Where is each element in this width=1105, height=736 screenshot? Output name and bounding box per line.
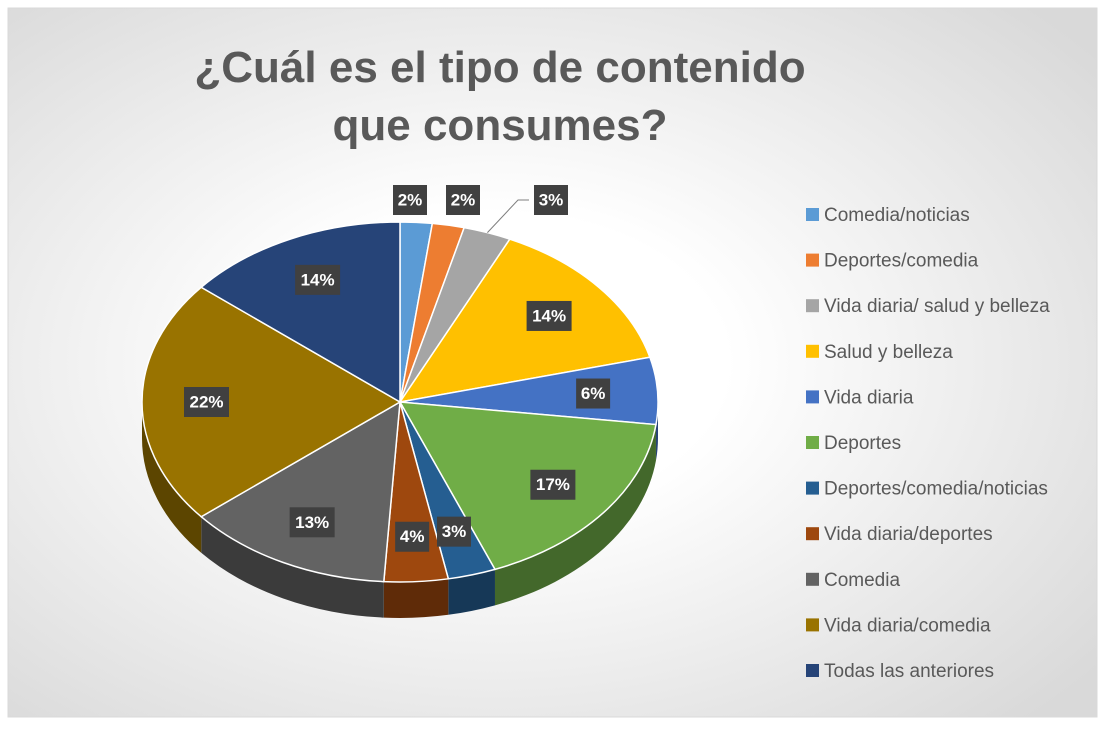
legend-swatch	[806, 208, 819, 221]
slice-side	[448, 569, 495, 615]
chart-title: ¿Cuál es el tipo de contenido que consume…	[194, 43, 805, 150]
legend-label: Comedia/noticias	[824, 205, 970, 226]
legend-swatch	[806, 344, 819, 358]
slice	[398, 401, 657, 571]
data-label-box	[395, 521, 430, 552]
data-label-box	[526, 300, 572, 331]
data-label: 3%	[442, 522, 467, 541]
data-label-box	[534, 185, 568, 215]
data-label: 14%	[301, 270, 335, 289]
data-label: 4%	[400, 527, 425, 546]
legend-swatch	[806, 618, 819, 632]
legend-label: Vida diaria/deportes	[824, 524, 993, 545]
legend-swatch	[806, 253, 819, 267]
data-label: 22%	[189, 392, 223, 411]
legend-label: Vida diaria/ salud y belleza	[824, 296, 1050, 317]
legend-swatch	[806, 481, 819, 495]
data-label: 3%	[539, 190, 564, 209]
legend-swatch	[806, 299, 819, 313]
slice-side	[201, 516, 384, 618]
data-label: 2%	[398, 190, 423, 209]
data-label-box	[184, 387, 229, 417]
data-label: 17%	[536, 475, 570, 494]
data-label-box	[289, 507, 335, 538]
slice	[199, 400, 401, 583]
legend-label: Deportes/comedia/noticias	[824, 479, 1048, 500]
data-label: 14%	[532, 306, 566, 325]
slice	[199, 221, 401, 404]
data-label-box	[576, 378, 611, 409]
slice-side	[494, 424, 656, 606]
slice-side	[142, 402, 202, 553]
legend-label: Vida diaria/comedia	[824, 615, 991, 636]
legend-label: Comedia	[824, 570, 900, 591]
legend-swatch	[806, 527, 819, 541]
legend-swatch	[806, 664, 819, 677]
data-label: 2%	[451, 190, 476, 209]
data-label-box	[530, 469, 576, 500]
data-label-box	[436, 516, 471, 547]
legend-swatch	[806, 390, 819, 404]
legend-label: Vida diaria	[824, 387, 914, 408]
data-label: 6%	[581, 384, 606, 403]
legend-swatch	[806, 436, 819, 449]
legend-swatch	[806, 572, 819, 586]
slice	[398, 238, 651, 404]
legend-label: Deportes	[824, 433, 901, 454]
data-label: 13%	[295, 513, 329, 532]
data-label-box	[446, 185, 480, 215]
data-label-box	[393, 185, 427, 215]
data-label-box	[295, 264, 341, 295]
slice	[141, 286, 402, 518]
legend-label: Salud y belleza	[824, 342, 953, 363]
leader-line	[487, 199, 529, 233]
slice-side	[383, 578, 449, 618]
legend-label: Deportes/comedia	[824, 251, 979, 272]
legend-label: Todas las anteriores	[824, 661, 994, 682]
